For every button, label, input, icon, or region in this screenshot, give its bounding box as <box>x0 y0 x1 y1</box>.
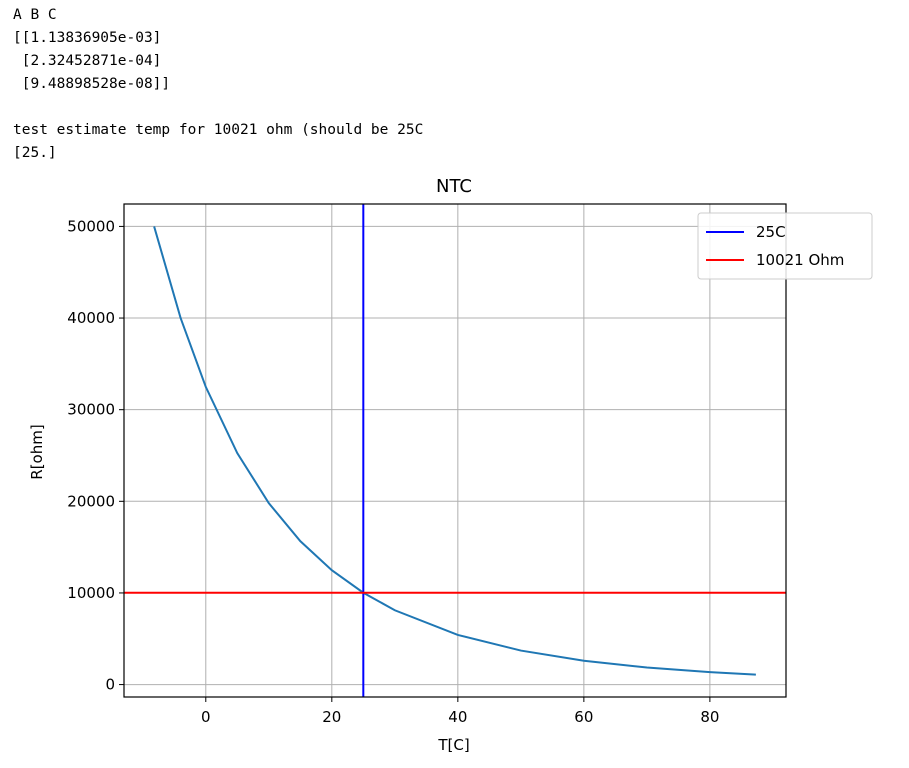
x-axis-label: T[C] <box>437 736 469 754</box>
output-line: [25.] <box>13 145 57 161</box>
y-tick-label: 20000 <box>67 492 115 510</box>
x-tick-label: 40 <box>448 708 467 726</box>
output-line: A B C <box>13 7 57 23</box>
axes-frame <box>123 203 787 698</box>
legend-label: 25C <box>756 223 786 241</box>
legend-label: 10021 Ohm <box>756 251 844 269</box>
y-tick-label: 50000 <box>67 217 115 235</box>
chart-title: NTC <box>436 176 472 197</box>
output-line: test estimate temp for 10021 ohm (should… <box>13 122 423 138</box>
y-tick-label: 10000 <box>67 584 115 602</box>
output-line: [[1.13836905e-03] <box>13 30 161 46</box>
x-tick-label: 60 <box>574 708 593 726</box>
data-line <box>153 226 756 676</box>
y-axis-label: R[ohm] <box>28 424 46 479</box>
y-tick-label: 30000 <box>67 401 115 419</box>
y-tick-label: 0 <box>105 676 115 694</box>
legend: 25C 10021 Ohm <box>697 212 873 280</box>
output-line: [2.32452871e-04] <box>13 53 161 69</box>
y-tick-label: 40000 <box>67 309 115 327</box>
x-tick-label: 80 <box>700 708 719 726</box>
x-tick-label: 20 <box>322 708 341 726</box>
legend-box <box>697 212 873 280</box>
x-tick-label: 0 <box>201 708 211 726</box>
output-line: [9.48898528e-08]] <box>13 76 170 92</box>
